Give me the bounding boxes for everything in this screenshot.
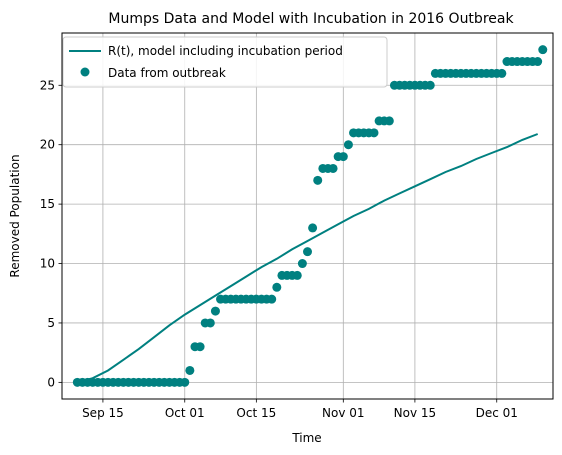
chart-title: Mumps Data and Model with Incubation in … — [108, 11, 514, 27]
data-point — [369, 128, 379, 138]
legend: R(t), model including incubation period … — [62, 36, 388, 88]
legend-marker-swatch — [80, 67, 90, 77]
model-series — [77, 133, 539, 384]
y-tick-label: 10 — [40, 257, 55, 271]
legend-label-model: R(t), model including incubation period — [108, 44, 343, 58]
data-point — [497, 68, 507, 78]
data-point — [384, 116, 394, 126]
data-point — [533, 57, 543, 67]
data-point — [425, 80, 435, 90]
grid — [62, 33, 553, 399]
data-point — [185, 365, 195, 375]
data-point — [538, 45, 548, 55]
legend-box — [62, 36, 388, 88]
x-tick-label: Nov 15 — [394, 406, 437, 420]
x-axis-ticks: Sep 15 Oct 01 Oct 15 Nov 01 Nov 15 Dec 01 — [82, 399, 518, 420]
data-point — [272, 282, 282, 292]
data-point — [210, 306, 220, 316]
data-points — [72, 45, 548, 387]
data-point — [303, 247, 312, 257]
y-axis-label: Removed Population — [8, 154, 22, 277]
data-point — [313, 175, 323, 185]
y-tick-label: 15 — [40, 197, 55, 211]
x-axis-label: Time — [291, 431, 321, 445]
data-point — [195, 342, 205, 352]
data-point — [308, 223, 318, 233]
data-point — [338, 152, 348, 162]
data-point — [297, 259, 307, 269]
y-tick-label: 25 — [40, 78, 55, 92]
model-line — [77, 133, 539, 384]
data-point — [267, 294, 277, 304]
x-tick-label: Sep 15 — [82, 406, 124, 420]
y-tick-label: 5 — [47, 316, 55, 330]
y-tick-label: 20 — [40, 138, 55, 152]
x-tick-label: Nov 01 — [322, 406, 365, 420]
legend-label-data: Data from outbreak — [108, 66, 226, 80]
y-axis-ticks: 0 5 10 15 20 25 — [40, 78, 62, 389]
plot-frame — [61, 32, 554, 400]
data-point — [180, 377, 190, 387]
x-tick-label: Oct 01 — [165, 406, 205, 420]
data-point — [205, 318, 215, 328]
y-tick-label: 0 — [47, 375, 55, 389]
data-point — [328, 163, 338, 173]
data-point — [292, 270, 302, 280]
x-tick-label: Dec 01 — [476, 406, 518, 420]
x-tick-label: Oct 15 — [236, 406, 276, 420]
data-point — [343, 140, 353, 150]
